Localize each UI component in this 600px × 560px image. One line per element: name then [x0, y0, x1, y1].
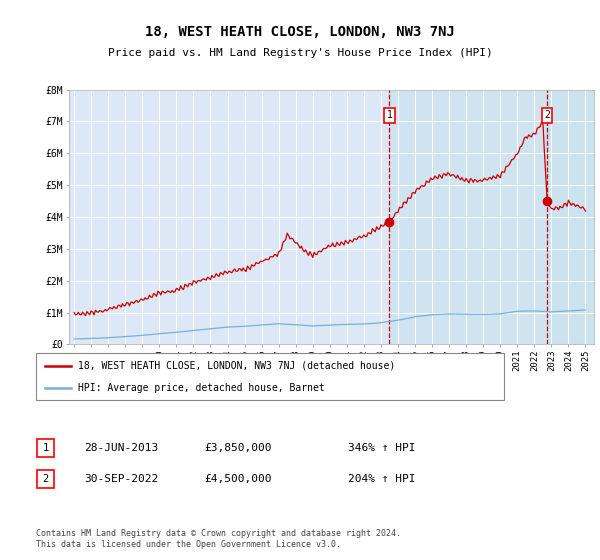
Text: 1: 1 — [386, 110, 392, 120]
Text: £4,500,000: £4,500,000 — [204, 474, 271, 484]
Text: Price paid vs. HM Land Registry's House Price Index (HPI): Price paid vs. HM Land Registry's House … — [107, 48, 493, 58]
FancyBboxPatch shape — [36, 353, 504, 400]
Text: 18, WEST HEATH CLOSE, LONDON, NW3 7NJ: 18, WEST HEATH CLOSE, LONDON, NW3 7NJ — [145, 25, 455, 39]
Text: 30-SEP-2022: 30-SEP-2022 — [84, 474, 158, 484]
Text: 2: 2 — [544, 110, 550, 120]
Text: 1: 1 — [43, 443, 49, 453]
FancyBboxPatch shape — [37, 470, 54, 488]
Bar — [547, 90, 594, 344]
Text: 2: 2 — [43, 474, 49, 484]
FancyBboxPatch shape — [37, 439, 54, 457]
Text: 18, WEST HEATH CLOSE, LONDON, NW3 7NJ (detached house): 18, WEST HEATH CLOSE, LONDON, NW3 7NJ (d… — [78, 361, 395, 371]
Text: HPI: Average price, detached house, Barnet: HPI: Average price, detached house, Barn… — [78, 382, 325, 393]
Text: 28-JUN-2013: 28-JUN-2013 — [84, 443, 158, 453]
Text: Contains HM Land Registry data © Crown copyright and database right 2024.
This d: Contains HM Land Registry data © Crown c… — [36, 529, 401, 549]
Text: £3,850,000: £3,850,000 — [204, 443, 271, 453]
Text: 204% ↑ HPI: 204% ↑ HPI — [348, 474, 415, 484]
Bar — [389, 90, 547, 344]
Text: 346% ↑ HPI: 346% ↑ HPI — [348, 443, 415, 453]
